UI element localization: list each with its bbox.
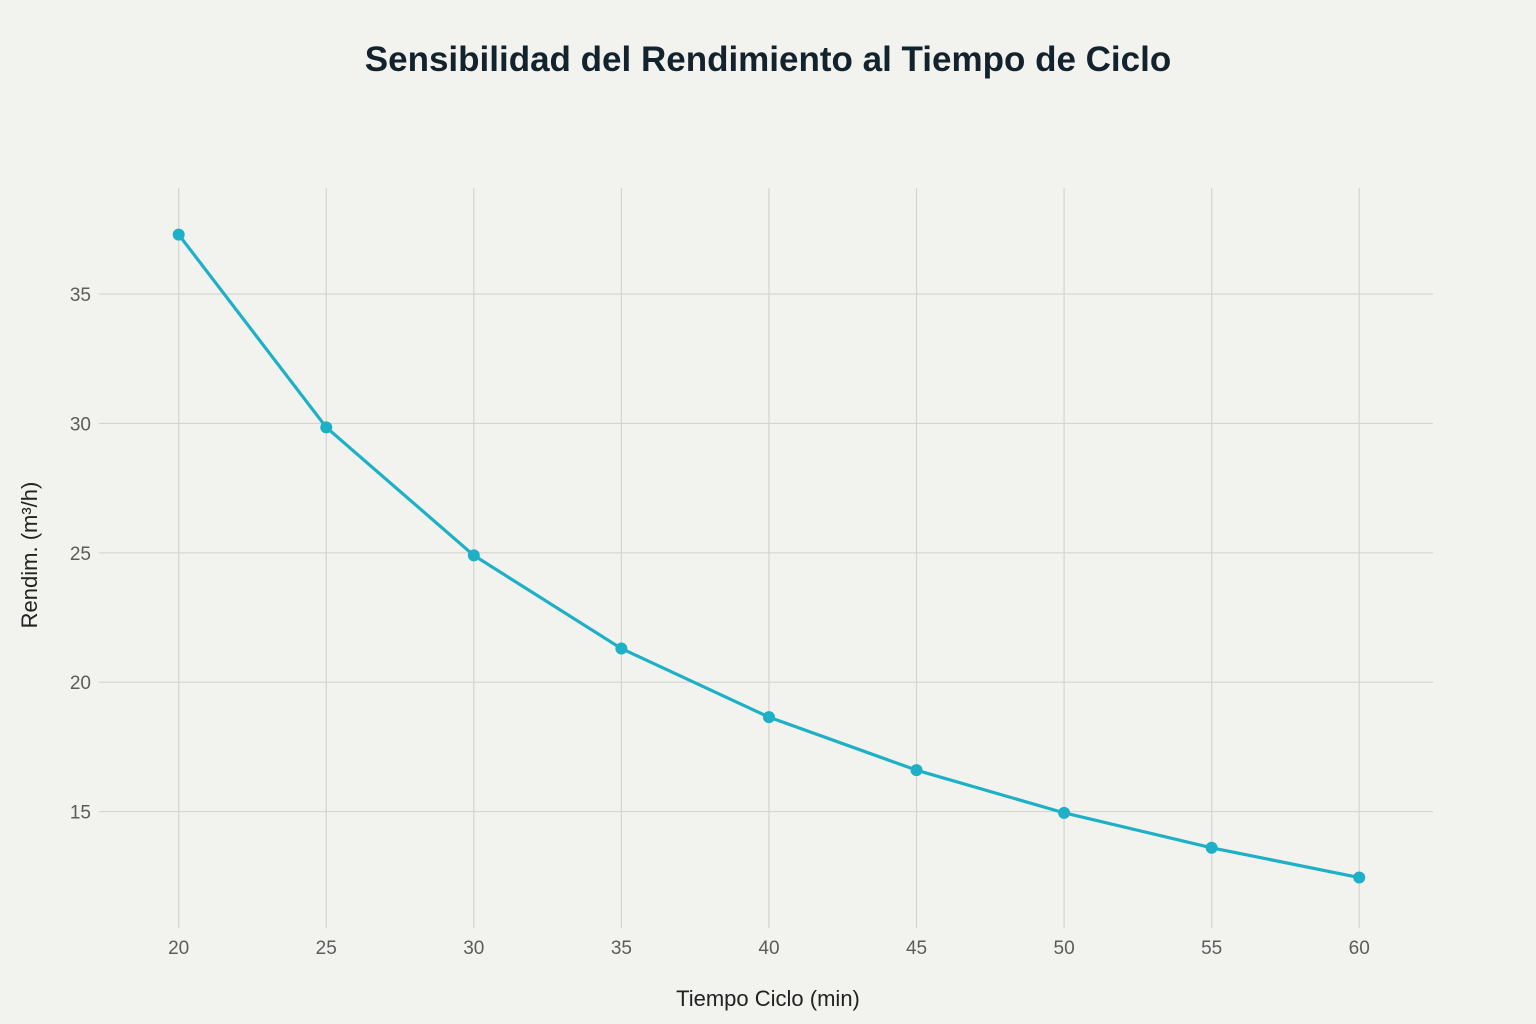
y-axis-title: Rendim. (m³/h)	[17, 482, 42, 629]
x-tick-label: 35	[611, 938, 632, 959]
x-tick-label: 50	[1054, 938, 1075, 959]
data-point[interactable]	[467, 549, 480, 562]
x-tick-label: 30	[463, 938, 484, 959]
data-point[interactable]	[320, 421, 333, 434]
chart-title: Sensibilidad del Rendimiento al Tiempo d…	[364, 40, 1172, 79]
y-tick-label: 25	[70, 544, 91, 565]
data-point[interactable]	[910, 764, 923, 777]
x-tick-label: 25	[316, 938, 337, 959]
y-gridlines	[99, 293, 1433, 813]
x-tick-label: 60	[1349, 938, 1370, 959]
y-tick-label: 20	[70, 673, 91, 694]
data-point[interactable]	[1058, 806, 1071, 819]
data-point[interactable]	[1205, 841, 1218, 854]
x-tick-labels: 20 25 30 35 40 45 50 55 60	[168, 938, 1370, 959]
data-point[interactable]	[172, 228, 185, 241]
y-tick-label: 30	[70, 414, 91, 435]
series-group	[172, 228, 1366, 884]
y-tick-labels: 15 20 25 30 35	[70, 285, 91, 823]
x-tick-label: 55	[1201, 938, 1222, 959]
data-point[interactable]	[615, 642, 628, 655]
x-tick-label: 40	[758, 938, 779, 959]
data-point[interactable]	[762, 711, 775, 724]
y-tick-label: 15	[70, 803, 91, 824]
x-tick-label: 20	[168, 938, 189, 959]
y-tick-label: 35	[70, 285, 91, 306]
x-gridlines	[178, 188, 1360, 928]
data-point[interactable]	[1353, 871, 1366, 884]
x-axis-title: Tiempo Ciclo (min)	[676, 986, 860, 1011]
x-tick-label: 45	[906, 938, 927, 959]
